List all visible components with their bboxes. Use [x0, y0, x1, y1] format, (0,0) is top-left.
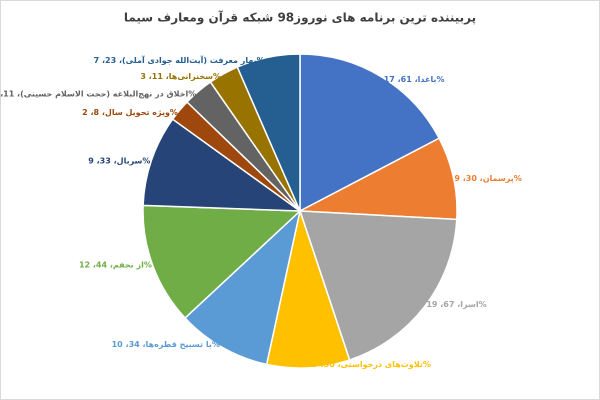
data-label: باغدا، 61، 17%	[384, 75, 445, 84]
data-label: پرسمان، 30، 9%	[454, 174, 521, 183]
pie-slice	[142, 118, 303, 212]
pie-slice	[265, 208, 351, 369]
data-label: بهار معرفت (آیت‌الله جوادی آملی)، 23، 7%	[94, 55, 265, 65]
pie-slice	[297, 137, 458, 221]
pie-slice	[184, 208, 302, 366]
data-label: با تسبیح قطره‌ها، 34، 10%	[112, 340, 220, 349]
pie-slice	[142, 204, 302, 320]
data-label: اخلاق در نهج‌البلاغه (حجت الاسلام حسینی)…	[0, 89, 196, 98]
data-label: ویژه تحویل سال، 8، 2%	[82, 108, 178, 117]
data-label: اسرا، 67، 19%	[426, 300, 486, 309]
pie-slice	[298, 210, 458, 361]
pie-slice	[299, 53, 441, 213]
data-label: از نجفم، 44، 12%	[79, 260, 152, 269]
chart-title: پربیننده ترین برنامه های نوروز98 شبکه قر…	[124, 10, 476, 26]
data-label: سربال، 33، 9%	[88, 157, 150, 166]
pie-slice	[236, 53, 301, 212]
data-label: تلاوت‌های درخواستی، 30، 9%	[312, 360, 431, 369]
data-label: سخنرانی‌ها، 11، 3%	[140, 72, 221, 81]
